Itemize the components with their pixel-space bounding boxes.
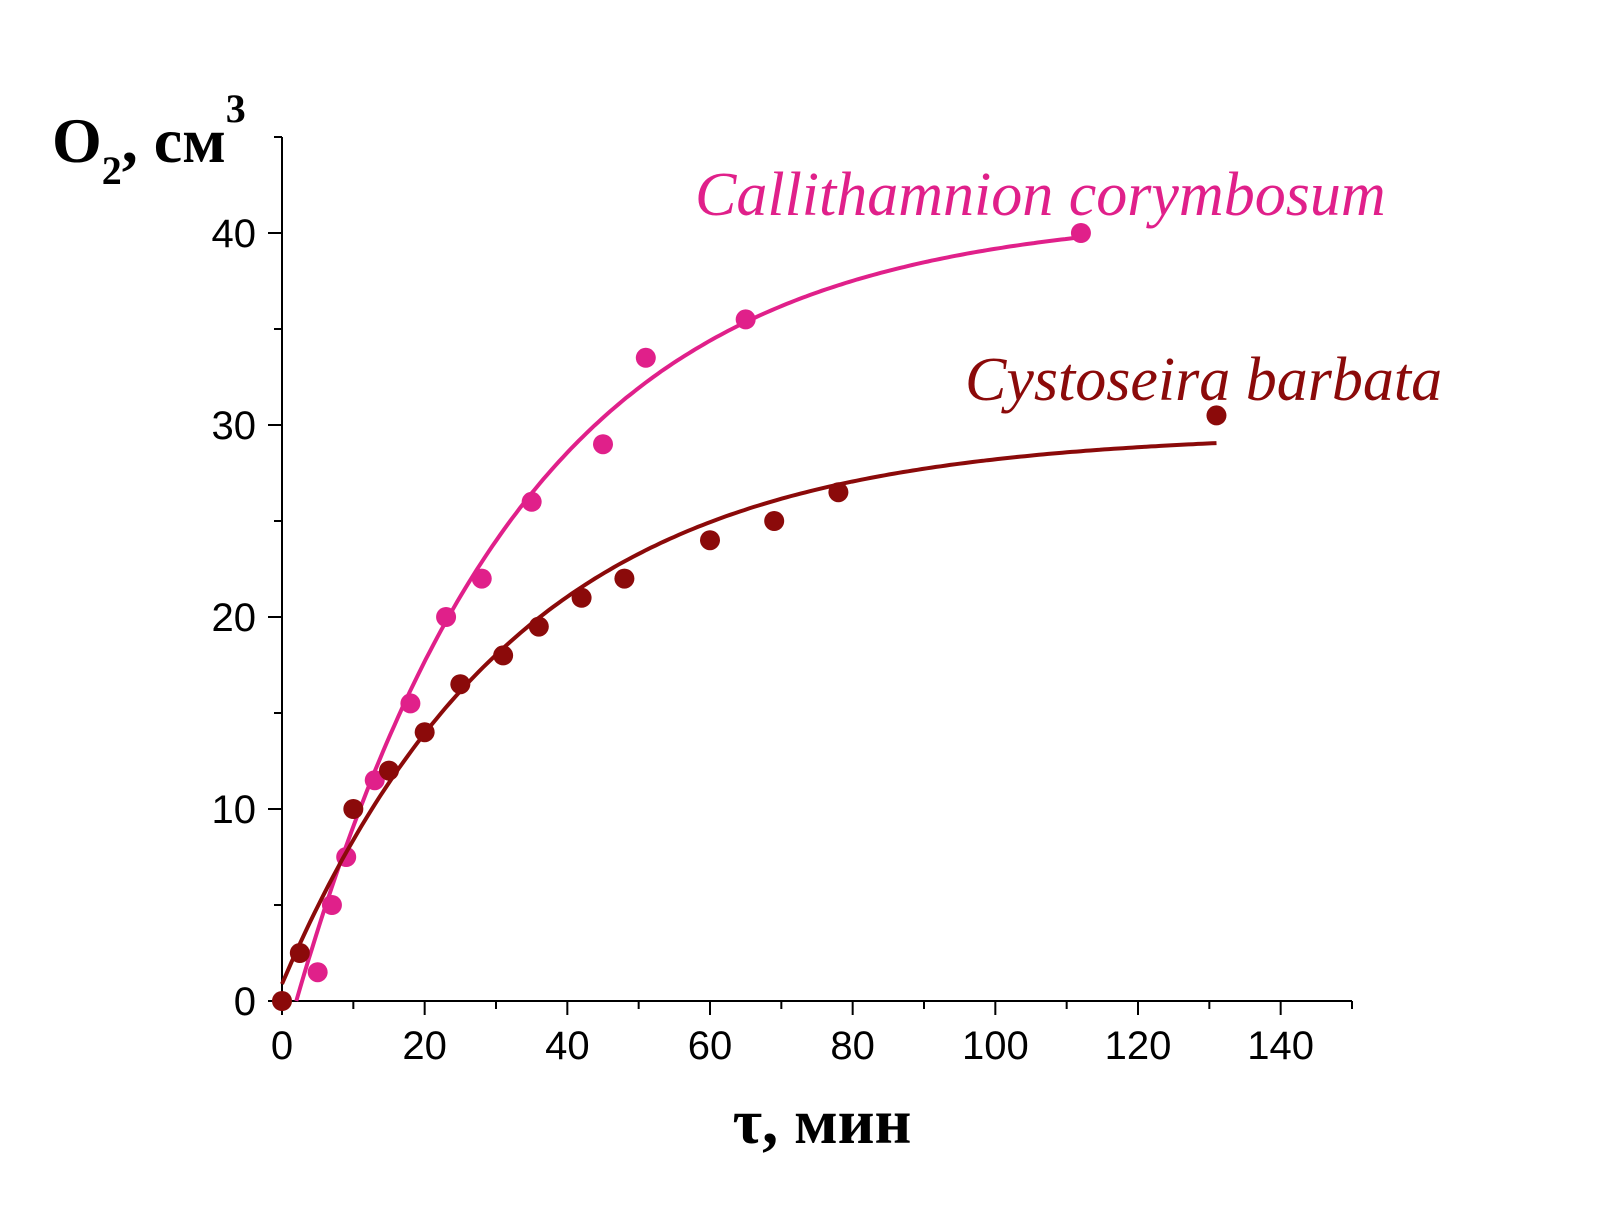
data-point — [828, 482, 849, 503]
x-tick-label: 40 — [545, 1024, 590, 1068]
data-point — [321, 895, 342, 915]
y-tick-label: 40 — [212, 212, 257, 256]
x-axis-title: τ, мин — [733, 1086, 912, 1157]
fit-curve — [280, 441, 1217, 985]
data-point — [343, 799, 364, 819]
y-tick-label: 0 — [234, 980, 256, 1024]
fit-curve — [294, 235, 1082, 1002]
data-point — [379, 760, 399, 781]
data-point — [528, 616, 549, 637]
data-point — [635, 347, 656, 368]
data-point — [571, 587, 592, 608]
x-tick-label: 80 — [830, 1024, 875, 1068]
y-axis-title: O2, см3 — [52, 86, 246, 193]
y-axis: 0 10 20 30 40 — [212, 136, 283, 1024]
series-layer — [272, 223, 1227, 1011]
x-tick-label: 100 — [962, 1024, 1029, 1068]
data-point — [521, 491, 542, 512]
series-0 — [294, 223, 1091, 1002]
data-point — [400, 693, 421, 714]
x-tick-label: 60 — [688, 1024, 733, 1068]
series-label-callithamnion: Callithamnion corymbosum — [695, 161, 1386, 229]
x-tick-label: 20 — [402, 1024, 447, 1068]
data-point — [414, 722, 435, 743]
y-tick-label: 30 — [212, 404, 257, 448]
data-point — [735, 309, 756, 330]
data-point — [614, 568, 635, 589]
data-point — [1206, 405, 1227, 426]
data-point — [364, 770, 385, 791]
x-axis: 0 20 40 60 80 100 120 140 — [271, 1000, 1353, 1068]
data-point — [471, 568, 492, 589]
y-tick-label: 20 — [212, 596, 257, 640]
data-point — [289, 943, 310, 963]
series-label-cystoseira: Cystoseira barbata — [965, 346, 1442, 414]
data-point — [493, 645, 514, 666]
data-point — [307, 962, 328, 983]
data-point — [450, 674, 471, 695]
data-point — [764, 511, 785, 531]
x-tick-label: 0 — [271, 1024, 293, 1068]
data-point — [272, 991, 292, 1011]
x-tick-label: 120 — [1105, 1024, 1172, 1068]
data-point — [1070, 223, 1091, 243]
y-tick-label: 10 — [212, 788, 257, 832]
data-point — [700, 530, 720, 551]
data-point — [436, 607, 457, 627]
series-1 — [272, 405, 1227, 1011]
x-tick-label: 140 — [1247, 1024, 1314, 1068]
data-point — [593, 434, 613, 455]
